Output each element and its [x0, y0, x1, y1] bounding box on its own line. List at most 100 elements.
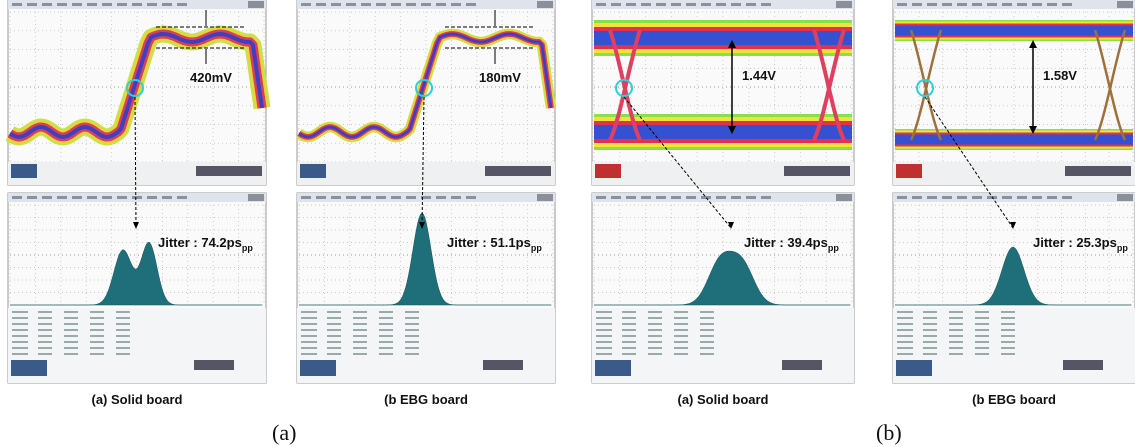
- menu-item: [731, 196, 741, 199]
- menu-item: [12, 3, 22, 6]
- measure-cell: [949, 341, 963, 343]
- measure-cell: [90, 317, 104, 319]
- measure-cell: [116, 341, 130, 343]
- menu-item: [132, 196, 142, 199]
- menu-item: [1002, 196, 1012, 199]
- jitter-value: Jitter : 25.3ps: [1033, 235, 1117, 250]
- measure-cell: [1001, 335, 1015, 337]
- amplitude-label: 420mV: [190, 70, 232, 85]
- measure-cell: [301, 323, 317, 325]
- measure-cell: [923, 353, 937, 355]
- measure-cell: [923, 329, 937, 331]
- measure-cell: [1001, 329, 1015, 331]
- measure-cell: [648, 341, 662, 343]
- measure-cell: [64, 335, 78, 337]
- readout-box: [784, 166, 850, 176]
- readout-box: [196, 166, 262, 176]
- menu-item: [72, 196, 82, 199]
- menu-item: [912, 196, 922, 199]
- channel-box: [896, 360, 932, 376]
- menu-item: [641, 3, 651, 6]
- menu-item: [912, 3, 922, 6]
- menu-item: [361, 196, 371, 199]
- measure-cell: [90, 323, 104, 325]
- measure-cell: [648, 347, 662, 349]
- channel-box: [300, 360, 336, 376]
- caption: (a) Solid board: [92, 392, 183, 407]
- menu-item: [162, 3, 172, 6]
- group-label: (b): [876, 420, 902, 445]
- menu-item: [611, 3, 621, 6]
- measure-cell: [700, 341, 714, 343]
- measure-cell: [12, 335, 28, 337]
- measure-cell: [379, 311, 393, 313]
- caption: (a) Solid board: [678, 392, 769, 407]
- measure-cell: [38, 335, 52, 337]
- measure-cell: [923, 335, 937, 337]
- menu-item: [1017, 196, 1027, 199]
- menu-item: [331, 3, 341, 6]
- measure-cell: [674, 323, 688, 325]
- menu-item: [87, 196, 97, 199]
- measure-cell: [116, 311, 130, 313]
- panels: 420mVJitter : 74.2pspp(a) Solid board180…: [8, 0, 1135, 407]
- menu-item: [406, 3, 416, 6]
- measure-cell: [64, 323, 78, 325]
- measure-table: [592, 308, 854, 383]
- measure-cell: [949, 311, 963, 313]
- channel-box: [11, 360, 47, 376]
- menu-item: [316, 196, 326, 199]
- measure-cell: [975, 335, 989, 337]
- measure-cell: [38, 353, 52, 355]
- measure-cell: [674, 311, 688, 313]
- measure-cell: [379, 317, 393, 319]
- measure-cell: [405, 323, 419, 325]
- measure-cell: [700, 329, 714, 331]
- measure-cell: [353, 353, 367, 355]
- measure-cell: [1001, 317, 1015, 319]
- measure-cell: [116, 329, 130, 331]
- measure-cell: [674, 335, 688, 337]
- measure-cell: [379, 323, 393, 325]
- measure-cell: [975, 347, 989, 349]
- menu-item: [656, 3, 666, 6]
- setup-button: [1117, 1, 1133, 8]
- measure-cell: [949, 329, 963, 331]
- measure-cell: [923, 341, 937, 343]
- setup-button: [537, 1, 553, 8]
- setup-button: [537, 194, 553, 201]
- measure-cell: [1001, 347, 1015, 349]
- menu-item: [761, 196, 771, 199]
- menu-item: [376, 3, 386, 6]
- menu-item: [301, 3, 311, 6]
- measure-cell: [405, 311, 419, 313]
- measure-cell: [301, 335, 317, 337]
- jitter-value: Jitter : 39.4ps: [744, 235, 828, 250]
- amplitude-label: 1.44V: [742, 68, 776, 83]
- readout-box: [483, 360, 523, 370]
- measure-cell: [975, 323, 989, 325]
- menu-item: [301, 196, 311, 199]
- menu-item: [117, 3, 127, 6]
- menu-item: [746, 196, 756, 199]
- measure-cell: [327, 335, 341, 337]
- measure-cell: [90, 335, 104, 337]
- menu-item: [1062, 196, 1072, 199]
- measure-cell: [379, 353, 393, 355]
- menu-item: [331, 196, 341, 199]
- menu-item: [716, 3, 726, 6]
- jitter-subscript: pp: [242, 243, 253, 253]
- menu-item: [27, 196, 37, 199]
- measure-cell: [949, 317, 963, 319]
- group-label: (a): [272, 420, 296, 445]
- measure-cell: [596, 353, 612, 355]
- measure-cell: [327, 347, 341, 349]
- menu-item: [102, 196, 112, 199]
- menu-item: [466, 196, 476, 199]
- measure-cell: [12, 347, 28, 349]
- measure-cell: [622, 335, 636, 337]
- menu-item: [376, 196, 386, 199]
- menu-item: [346, 196, 356, 199]
- measure-cell: [353, 323, 367, 325]
- measure-cell: [622, 353, 636, 355]
